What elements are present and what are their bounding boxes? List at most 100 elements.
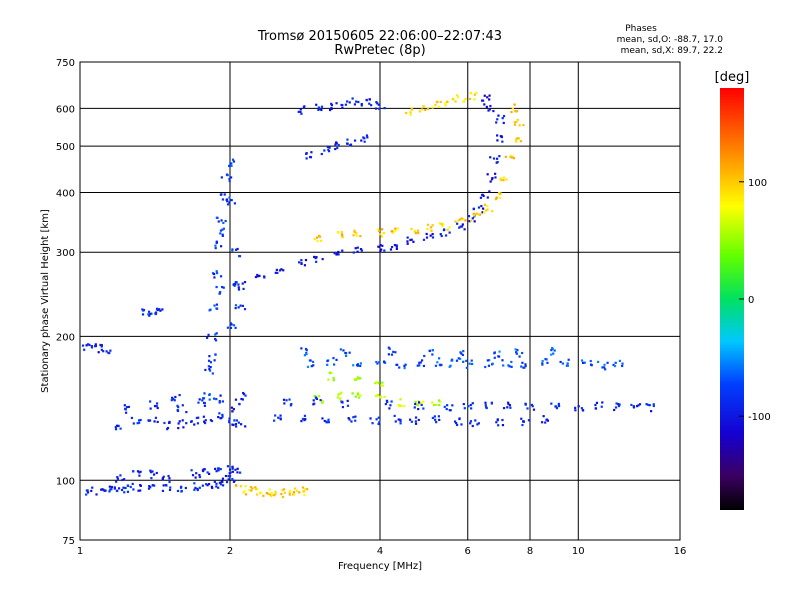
echo-point <box>394 229 397 232</box>
data-points <box>81 91 655 499</box>
echo-point <box>218 400 221 403</box>
echo-point <box>167 421 171 424</box>
echo-point <box>381 381 384 384</box>
echo-point <box>359 394 362 397</box>
echo-point <box>429 234 432 237</box>
echo-point <box>524 403 527 406</box>
echo-point <box>214 244 217 247</box>
echo-point <box>321 417 324 420</box>
echo-point <box>339 398 342 401</box>
echo-point <box>468 220 471 223</box>
echo-point <box>445 407 448 411</box>
echo-point <box>229 471 232 474</box>
echo-point <box>123 404 126 407</box>
echo-point <box>228 419 231 423</box>
echo-point <box>167 474 170 478</box>
echo-point <box>469 422 472 425</box>
echo-point <box>206 471 209 474</box>
echo-point <box>541 359 544 363</box>
echo-point <box>215 482 218 485</box>
echo-point <box>406 240 409 243</box>
echo-point <box>231 158 235 161</box>
echo-point <box>244 425 247 428</box>
echo-point <box>314 396 318 399</box>
echo-point <box>501 424 505 427</box>
echo-point <box>299 108 302 111</box>
echo-point <box>327 148 330 151</box>
echo-point <box>462 360 465 363</box>
echo-point <box>360 249 364 252</box>
echo-point <box>497 355 500 358</box>
echo-point <box>474 419 477 422</box>
echo-point <box>110 485 113 489</box>
echo-point <box>254 486 257 489</box>
echo-point <box>231 465 234 468</box>
echo-point <box>327 378 330 381</box>
echo-point <box>359 364 362 368</box>
echo-point <box>567 358 570 361</box>
echo-point <box>219 394 222 397</box>
echo-point <box>196 422 200 425</box>
echo-point <box>374 382 377 385</box>
echo-point <box>428 349 431 352</box>
echo-point <box>514 348 517 351</box>
echo-point <box>306 365 310 368</box>
echo-point <box>147 310 151 313</box>
echo-point <box>217 486 220 489</box>
echo-point <box>207 365 210 368</box>
echo-point <box>320 108 323 112</box>
echo-point <box>460 423 463 426</box>
echo-point <box>375 418 378 421</box>
echo-point <box>355 100 358 103</box>
echo-point <box>435 403 438 407</box>
echo-point <box>501 418 504 422</box>
echo-point <box>123 478 126 481</box>
echo-point <box>621 364 624 368</box>
echo-point <box>216 307 219 310</box>
echo-point <box>420 359 424 362</box>
echo-point <box>526 407 529 410</box>
echo-point <box>208 355 211 358</box>
echo-point <box>469 420 473 423</box>
echo-point <box>475 212 478 215</box>
echo-point <box>435 421 438 424</box>
echo-point <box>457 357 460 360</box>
echo-point <box>234 398 238 401</box>
echo-point <box>221 415 224 418</box>
echo-point <box>150 476 153 480</box>
echo-point <box>116 477 120 480</box>
echo-point <box>232 160 236 163</box>
echo-point <box>214 467 217 470</box>
echo-point <box>458 226 461 229</box>
echo-point <box>220 480 223 483</box>
echo-point <box>541 362 544 365</box>
echo-point <box>521 423 524 427</box>
echo-point <box>377 229 381 232</box>
echo-point <box>409 113 412 116</box>
echo-point <box>546 419 550 422</box>
echo-point <box>150 312 153 315</box>
echo-point <box>504 155 507 158</box>
echo-point <box>395 244 398 247</box>
echo-point <box>384 402 387 406</box>
echo-point <box>164 483 167 487</box>
echo-point <box>208 368 211 371</box>
echo-point <box>178 420 181 423</box>
echo-point <box>369 417 372 420</box>
echo-point <box>336 146 339 150</box>
echo-point <box>596 360 600 364</box>
echo-point <box>458 417 461 420</box>
echo-point <box>434 364 438 367</box>
echo-point <box>501 140 504 143</box>
echo-point <box>399 398 402 401</box>
echo-point <box>154 312 157 315</box>
echo-point <box>201 484 204 487</box>
echo-point <box>431 401 434 404</box>
echo-point <box>273 493 276 497</box>
echo-point <box>194 476 197 479</box>
echo-point <box>392 231 395 235</box>
echo-point <box>217 467 220 470</box>
echo-point <box>376 362 379 365</box>
echo-point <box>652 403 655 406</box>
echo-point <box>484 365 487 369</box>
